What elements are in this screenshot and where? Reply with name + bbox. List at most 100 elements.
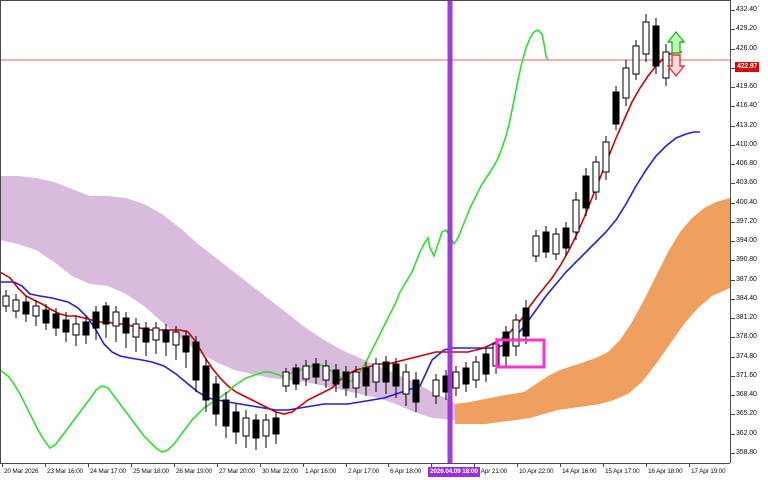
price-tick: [730, 376, 735, 377]
price-tick: [730, 49, 735, 50]
time-tick: [217, 463, 218, 467]
selection-rectangle[interactable]: [495, 338, 546, 369]
sell-arrow-icon[interactable]: [666, 54, 686, 78]
price-tick-label: 390.80: [736, 256, 757, 263]
price-tick: [730, 299, 735, 300]
price-tick-label: 413.20: [736, 122, 757, 129]
time-tick: [88, 463, 89, 467]
price-tick-label: 400.40: [736, 199, 757, 206]
price-axis-line: [730, 0, 731, 463]
price-tick-label: 419.60: [736, 83, 757, 90]
price-tick-label: 368.40: [736, 391, 757, 398]
price-tick: [730, 10, 735, 11]
price-tick-label: 416.40: [736, 102, 757, 109]
time-tick: [45, 463, 46, 467]
time-tick: [388, 463, 389, 467]
price-tick-label: 374.80: [736, 353, 757, 360]
price-tick-label: 397.20: [736, 218, 757, 225]
time-tick-label: 24 Mar 17:00: [90, 468, 126, 475]
price-tick: [730, 280, 735, 281]
price-tick: [730, 453, 735, 454]
time-tick: [517, 463, 518, 467]
time-axis[interactable]: 20 Mar 2026 23 Mar 16:00 24 Mar 17:00 25 Ma…: [0, 463, 768, 480]
time-tick-label: 23 Mar 16:00: [47, 468, 83, 475]
price-tick: [730, 241, 735, 242]
candle-group-left: [2, 290, 280, 450]
chart-canvas: [0, 0, 730, 463]
time-tick: [474, 463, 475, 467]
price-tick-label: 384.40: [736, 295, 757, 302]
price-tick: [730, 434, 735, 435]
time-tick: [260, 463, 261, 467]
price-tick-label: 432.40: [736, 6, 757, 13]
price-tick: [730, 260, 735, 261]
buy-arrow-icon[interactable]: [666, 30, 686, 54]
price-tick-label: 365.20: [736, 410, 757, 417]
time-tick-label: 26 Mar 19:00: [176, 468, 212, 475]
price-tick-label: 394.00: [736, 237, 757, 244]
time-tick: [560, 463, 561, 467]
price-tick: [730, 222, 735, 223]
price-tick-label: 387.60: [736, 276, 757, 283]
price-axis[interactable]: 432.40429.20426.00422.80419.60416.40413.…: [730, 0, 768, 463]
price-tick-label: 410.00: [736, 141, 757, 148]
time-tick-label: 20 Mar 2026: [4, 468, 39, 475]
price-tick: [730, 318, 735, 319]
time-tick-label: 30 Mar 22:00: [262, 468, 298, 475]
price-tick: [730, 164, 735, 165]
plot-top-border: [0, 0, 730, 1]
price-tick-label: 378.00: [736, 333, 757, 340]
price-tick-label: 403.60: [736, 179, 757, 186]
time-tick-label: 6 Apr 18:00: [390, 468, 422, 475]
plot-left-border: [0, 0, 1, 463]
price-tick: [730, 414, 735, 415]
time-tick-label: 14 Apr 16:00: [562, 468, 597, 475]
time-tick-label: 25 Mar 18:00: [133, 468, 169, 475]
time-tick: [646, 463, 647, 467]
time-tick: [174, 463, 175, 467]
price-tick-label: 426.00: [736, 45, 757, 52]
price-tick: [730, 203, 735, 204]
time-tick: [346, 463, 347, 467]
kijun-sen-line: [0, 131, 700, 411]
time-tick: [131, 463, 132, 467]
price-tick: [730, 337, 735, 338]
chart-plot-area[interactable]: [0, 0, 730, 463]
time-tick: [431, 463, 432, 467]
time-tick-label: 10 Apr 22:00: [519, 468, 554, 475]
price-tick: [730, 357, 735, 358]
price-tick: [730, 145, 735, 146]
time-tick: [2, 463, 3, 467]
kumo-bearish-cloud: [0, 176, 455, 420]
price-tick: [730, 395, 735, 396]
time-tick-label: 17 Apr 19:00: [691, 468, 726, 475]
price-tick: [730, 106, 735, 107]
price-tick: [730, 126, 735, 127]
kumo-bullish-cloud-lower: [455, 288, 730, 463]
time-tick: [689, 463, 690, 467]
price-tick: [730, 183, 735, 184]
candle-group-middle: [282, 300, 530, 412]
price-tick: [730, 87, 735, 88]
price-tick-label: 362.00: [736, 430, 757, 437]
time-tick: [303, 463, 304, 467]
candle-group-right: [532, 14, 670, 262]
time-tick-label: 16 Apr 18:00: [648, 468, 683, 475]
crosshair-time-tag: 2026.04.09 18:00: [428, 467, 480, 477]
price-tick: [730, 29, 735, 30]
price-tick-label: 358.80: [736, 449, 757, 456]
current-price-tag: 422.97: [735, 62, 760, 72]
candlestick-series: [2, 14, 670, 450]
time-tick-label: 1 Apr 16:00: [305, 468, 337, 475]
price-tick-label: 381.20: [736, 314, 757, 321]
price-tick-label: 371.60: [736, 372, 757, 379]
price-tick-label: 406.80: [736, 160, 757, 167]
price-tick: [730, 68, 735, 69]
time-tick-label: 15 Apr 17:00: [605, 468, 640, 475]
time-axis-line: [0, 463, 730, 464]
time-tick-label: 27 Mar 20:00: [219, 468, 255, 475]
time-tick-label: 9 Apr 21:00: [476, 468, 508, 475]
price-tick-label: 429.20: [736, 25, 757, 32]
time-tick: [603, 463, 604, 467]
